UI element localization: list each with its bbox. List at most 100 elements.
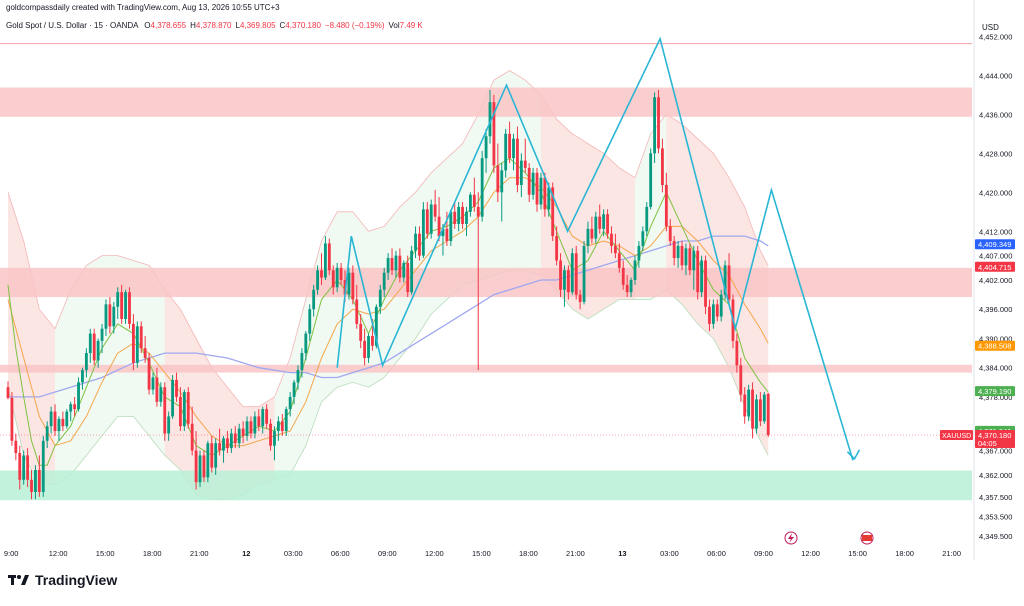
candle[interactable] (159, 382, 163, 407)
candle[interactable] (594, 211, 598, 244)
candle[interactable] (284, 406, 288, 436)
candle[interactable] (433, 189, 437, 222)
candle[interactable] (559, 253, 562, 298)
candle[interactable] (743, 387, 747, 424)
candle[interactable] (414, 226, 417, 259)
candle[interactable] (261, 406, 265, 434)
candle[interactable] (566, 265, 570, 300)
candle[interactable] (539, 172, 543, 210)
candle[interactable] (598, 204, 602, 234)
candle[interactable] (30, 470, 33, 500)
candle[interactable] (84, 348, 88, 378)
candle[interactable] (171, 375, 174, 419)
candle[interactable] (727, 253, 731, 305)
candle[interactable] (96, 338, 100, 368)
candle[interactable] (758, 392, 762, 427)
candle[interactable] (179, 387, 182, 432)
candle[interactable] (320, 253, 323, 285)
candle[interactable] (531, 167, 535, 200)
candle[interactable] (582, 241, 586, 305)
candle[interactable] (308, 304, 312, 341)
candle[interactable] (492, 94, 496, 173)
candle[interactable] (53, 404, 57, 436)
candle[interactable] (202, 450, 206, 483)
candle[interactable] (527, 163, 531, 203)
candle[interactable] (696, 245, 700, 300)
candle[interactable] (700, 255, 704, 298)
candle[interactable] (327, 238, 331, 276)
candle[interactable] (398, 248, 402, 283)
candle[interactable] (292, 379, 296, 405)
candle[interactable] (81, 367, 84, 390)
candle[interactable] (617, 243, 621, 273)
candle[interactable] (65, 409, 69, 429)
candle[interactable] (49, 406, 53, 434)
candle[interactable] (688, 243, 692, 276)
candle[interactable] (719, 289, 723, 322)
candle[interactable] (633, 255, 637, 285)
candle[interactable] (241, 421, 245, 444)
candle[interactable] (155, 367, 159, 407)
candle[interactable] (465, 206, 468, 237)
candle[interactable] (382, 267, 386, 298)
candle[interactable] (88, 328, 92, 363)
zigzag-path[interactable] (336, 36, 854, 461)
candle[interactable] (233, 426, 237, 449)
candle[interactable] (684, 243, 688, 276)
candle[interactable] (747, 384, 751, 422)
candle[interactable] (151, 372, 155, 395)
candle[interactable] (359, 314, 363, 349)
candle[interactable] (555, 226, 559, 266)
candle[interactable] (237, 423, 241, 449)
candle[interactable] (645, 202, 649, 237)
candle[interactable] (676, 241, 680, 268)
candle[interactable] (186, 387, 190, 429)
candle[interactable] (18, 445, 22, 490)
candle[interactable] (386, 253, 390, 280)
candle[interactable] (715, 299, 719, 322)
candle[interactable] (406, 255, 410, 298)
candle[interactable] (574, 245, 578, 300)
candle[interactable] (147, 353, 151, 395)
candle[interactable] (449, 209, 453, 246)
candle[interactable] (453, 202, 457, 229)
candle[interactable] (26, 448, 30, 488)
candle[interactable] (124, 289, 127, 324)
candle[interactable] (586, 221, 590, 254)
candle[interactable] (312, 284, 316, 317)
candle[interactable] (378, 284, 382, 315)
candle[interactable] (214, 438, 218, 475)
candle[interactable] (508, 121, 512, 164)
candle[interactable] (363, 328, 367, 366)
candle[interactable] (116, 287, 120, 319)
candle[interactable] (512, 133, 515, 171)
tradingview-brand[interactable]: TradingView (8, 572, 117, 588)
candle[interactable] (708, 299, 711, 332)
candle[interactable] (535, 167, 539, 212)
candle[interactable] (57, 416, 61, 441)
candle[interactable] (668, 219, 672, 246)
candle[interactable] (108, 297, 112, 334)
candle[interactable] (104, 299, 108, 337)
candle[interactable] (504, 128, 508, 178)
candle[interactable] (175, 372, 178, 402)
candle[interactable] (190, 406, 194, 456)
candle[interactable] (288, 392, 292, 417)
candle[interactable] (331, 265, 335, 295)
candle[interactable] (194, 431, 198, 490)
candle[interactable] (394, 250, 398, 278)
candle[interactable] (6, 381, 10, 400)
candle[interactable] (300, 348, 304, 378)
candle[interactable] (229, 428, 233, 453)
candle[interactable] (304, 331, 308, 361)
candle[interactable] (755, 394, 758, 434)
candle[interactable] (488, 89, 492, 144)
candle[interactable] (402, 260, 406, 283)
candle[interactable] (22, 450, 26, 485)
candle[interactable] (739, 357, 743, 402)
candle[interactable] (610, 226, 613, 254)
candle[interactable] (128, 287, 131, 329)
candle[interactable] (680, 241, 684, 271)
candle[interactable] (198, 450, 202, 488)
candle[interactable] (218, 428, 222, 456)
